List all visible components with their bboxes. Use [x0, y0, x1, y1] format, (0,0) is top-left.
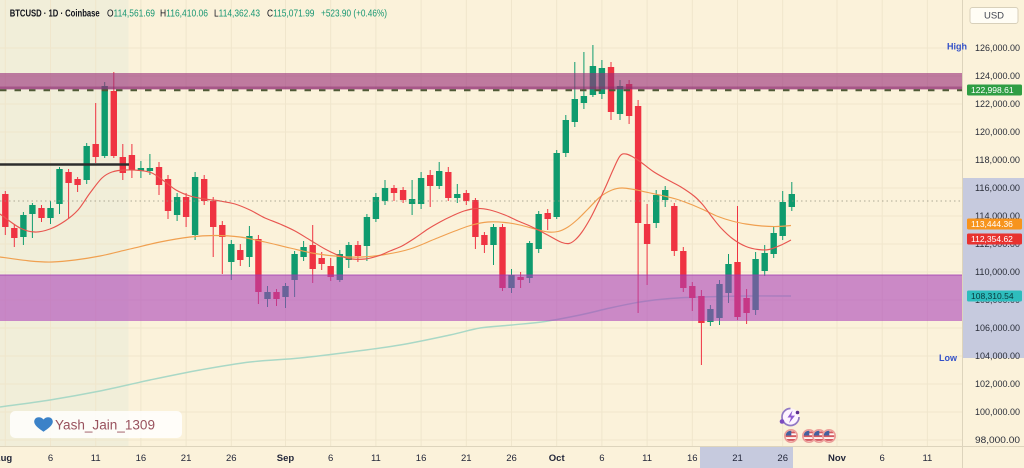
svg-text:11: 11 — [371, 453, 381, 464]
svg-text:21: 21 — [461, 453, 472, 464]
svg-text:26: 26 — [777, 453, 788, 464]
svg-text:Nov: Nov — [828, 453, 847, 464]
svg-text:102,000.00: 102,000.00 — [975, 379, 1020, 389]
svg-text:USD: USD — [984, 11, 1004, 22]
svg-text:21: 21 — [181, 453, 192, 464]
svg-text:Oct: Oct — [549, 453, 566, 464]
svg-text:6: 6 — [48, 453, 53, 464]
svg-text:26: 26 — [506, 453, 517, 464]
svg-text:L114,362.43: L114,362.43 — [214, 8, 260, 20]
svg-text:122,998.61: 122,998.61 — [971, 85, 1014, 95]
svg-text:11: 11 — [922, 453, 932, 464]
svg-text:H116,410.06: H116,410.06 — [160, 8, 208, 20]
svg-text:11: 11 — [642, 453, 652, 464]
svg-text:BTCUSD · 1D · Coinbase: BTCUSD · 1D · Coinbase — [10, 8, 100, 20]
svg-text:108,310.54: 108,310.54 — [971, 291, 1014, 301]
svg-text:122,000.00: 122,000.00 — [975, 99, 1020, 109]
svg-text:113,444.36: 113,444.36 — [971, 219, 1013, 229]
svg-text:O114,561.69: O114,561.69 — [107, 8, 155, 20]
svg-text:Yash_Jain_1309: Yash_Jain_1309 — [55, 418, 155, 433]
svg-text:116,000.00: 116,000.00 — [975, 183, 1020, 193]
svg-text:26: 26 — [226, 453, 237, 464]
svg-text:16: 16 — [416, 453, 427, 464]
svg-text:High: High — [947, 42, 967, 52]
svg-text:Low: Low — [939, 353, 958, 363]
svg-text:98,000.00: 98,000.00 — [975, 435, 1020, 445]
svg-text:100,000.00: 100,000.00 — [975, 407, 1020, 417]
svg-text:+523.90 (+0.46%): +523.90 (+0.46%) — [321, 8, 387, 20]
svg-text:120,000.00: 120,000.00 — [975, 127, 1020, 137]
svg-text:Sep: Sep — [277, 453, 295, 464]
svg-text:126,000.00: 126,000.00 — [975, 43, 1020, 53]
svg-text:Aug: Aug — [0, 453, 12, 464]
svg-text:106,000.00: 106,000.00 — [975, 323, 1020, 333]
svg-text:6: 6 — [880, 453, 885, 464]
svg-text:16: 16 — [687, 453, 698, 464]
svg-text:11: 11 — [91, 453, 101, 464]
svg-text:C115,071.99: C115,071.99 — [267, 8, 315, 20]
svg-text:21: 21 — [732, 453, 743, 464]
svg-text:110,000.00: 110,000.00 — [975, 267, 1020, 277]
svg-text:16: 16 — [136, 453, 147, 464]
svg-text:104,000.00: 104,000.00 — [975, 351, 1020, 361]
svg-text:118,000.00: 118,000.00 — [975, 155, 1020, 165]
svg-text:112,354.62: 112,354.62 — [971, 234, 1013, 244]
svg-text:124,000.00: 124,000.00 — [975, 71, 1020, 81]
svg-text:6: 6 — [328, 453, 333, 464]
svg-text:114,000.00: 114,000.00 — [975, 211, 1020, 221]
svg-text:6: 6 — [599, 453, 604, 464]
